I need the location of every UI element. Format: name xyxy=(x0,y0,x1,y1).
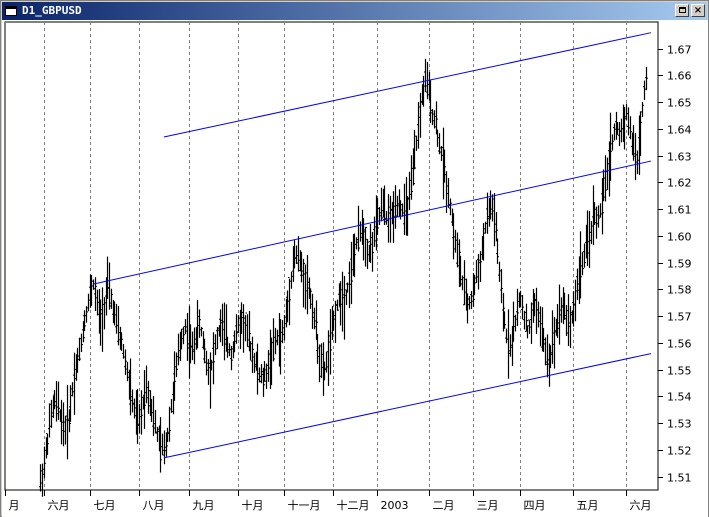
channel-line-1 xyxy=(163,32,652,138)
channel-line-2 xyxy=(93,160,652,285)
x-tick-label: 月 xyxy=(9,499,20,512)
title-bar[interactable]: D1_GBPUSD × xyxy=(2,2,707,20)
y-tick-label: 1.57 xyxy=(667,311,692,324)
y-tick-label: 1.53 xyxy=(667,418,692,431)
maximize-button[interactable] xyxy=(675,4,689,17)
x-tick-label: 七月 xyxy=(94,499,116,512)
x-tick-label: 四月 xyxy=(524,499,546,512)
y-tick-label: 1.65 xyxy=(667,97,692,110)
chart-area[interactable]: 月 六月 七月 八月 九月 十月 十一月 十二月 2003 二月 三月 四月 五月 六月 1.51 1.52 1… xyxy=(2,20,708,517)
x-tick-label: 十月 xyxy=(242,498,264,512)
y-tick-label: 1.61 xyxy=(667,204,692,217)
x-tick-label: 2003 xyxy=(381,499,409,512)
x-tick-label: 五月 xyxy=(577,499,599,512)
x-tick-label: 三月 xyxy=(477,499,499,512)
window-title: D1_GBPUSD xyxy=(22,4,82,17)
close-button[interactable]: × xyxy=(691,4,705,17)
plot-frame xyxy=(4,21,659,491)
maximize-icon xyxy=(679,7,686,13)
x-tick-label: 二月 xyxy=(433,499,455,512)
x-tick-label: 六月 xyxy=(630,499,652,512)
x-tick-label: 九月 xyxy=(193,499,215,512)
price-chart[interactable]: 月 六月 七月 八月 九月 十月 十一月 十二月 2003 二月 三月 四月 五月 六月 1.51 1.52 1… xyxy=(2,20,708,517)
close-icon: × xyxy=(693,5,703,16)
y-tick-label: 1.54 xyxy=(667,391,692,404)
y-tick-label: 1.55 xyxy=(667,365,692,378)
y-tick-label: 1.52 xyxy=(667,445,692,458)
y-tick-label: 1.58 xyxy=(667,284,692,297)
y-tick-label: 1.60 xyxy=(667,231,692,244)
x-tick-label: 十二月 xyxy=(337,498,370,512)
channel-line-3 xyxy=(163,353,652,459)
y-tick-label: 1.59 xyxy=(667,258,692,271)
y-tick-label: 1.64 xyxy=(667,124,692,137)
x-tick-label: 六月 xyxy=(48,499,70,512)
y-tick-label: 1.56 xyxy=(667,338,692,351)
y-tick-label: 1.67 xyxy=(667,44,692,57)
y-tick-label: 1.62 xyxy=(667,177,692,190)
x-tick-label: 十一月 xyxy=(288,498,321,512)
y-tick-label: 1.51 xyxy=(667,472,692,485)
window-menu-icon[interactable] xyxy=(5,6,17,16)
x-tick-label: 八月 xyxy=(143,499,165,512)
y-tick-label: 1.66 xyxy=(667,70,692,83)
y-tick-label: 1.63 xyxy=(667,151,692,164)
